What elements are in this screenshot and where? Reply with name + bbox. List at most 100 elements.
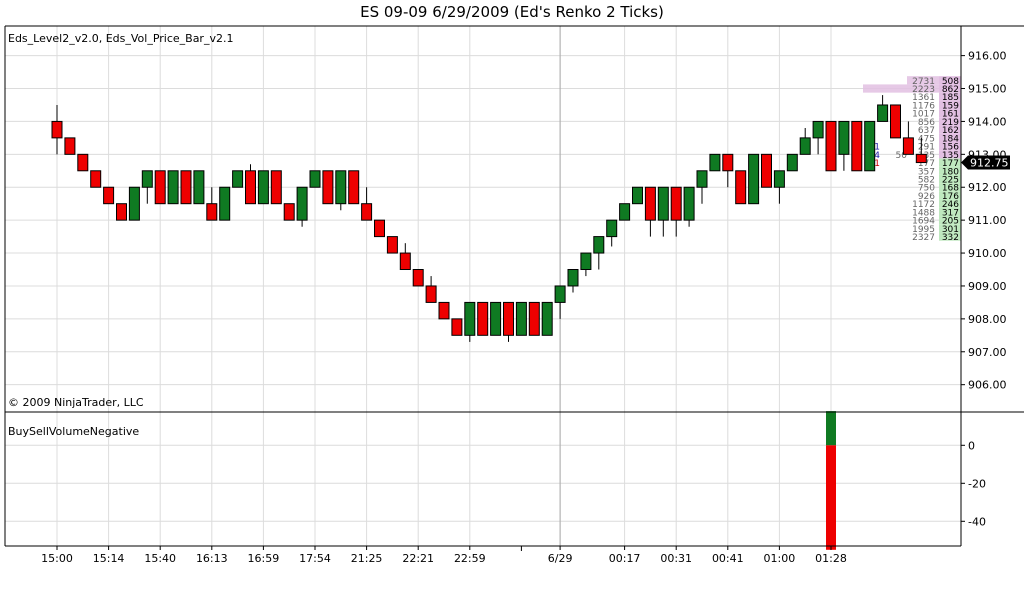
book-bid-volume: 135: [942, 151, 959, 161]
book-bid-cell: [939, 191, 961, 200]
current-price-label: 912.75: [970, 157, 1009, 170]
volume-panel-label: BuySellVolumeNegative: [8, 425, 140, 438]
candle-up: [257, 170, 269, 205]
book-bid-cell: [939, 166, 961, 175]
book-bid-cell: [939, 133, 961, 142]
copyright-label: © 2009 NinjaTrader, LLC: [8, 396, 144, 409]
candle-up: [580, 252, 592, 271]
candle-down: [386, 236, 398, 254]
price-grid: [5, 55, 961, 386]
candle-up: [554, 285, 566, 303]
candle-down: [902, 137, 914, 155]
price-tick-label: 910.00: [968, 247, 1007, 260]
current-price-tag: 912.75: [961, 155, 1010, 170]
candle-down: [722, 153, 734, 172]
candle-down: [503, 301, 514, 336]
book-ask-volume: 357: [918, 167, 935, 177]
candle-up: [464, 301, 476, 336]
price-tick-label: 911.00: [968, 214, 1007, 227]
book-bid-cell: [939, 92, 961, 101]
price-tick-label: 906.00: [968, 379, 1007, 392]
candle-up: [606, 219, 618, 238]
axes: 906.00 907.00 908.00 909.00 910.00 911.00 912.…: [41, 50, 1006, 565]
book-ask-volume: 177: [918, 159, 935, 169]
candle-up: [167, 170, 179, 205]
time-tick-label: 22:21: [402, 552, 434, 565]
candle-up: [786, 153, 798, 172]
candle-up: [773, 170, 785, 188]
book-bid-volume: 317: [942, 208, 959, 218]
book-ask-volume: 637: [918, 126, 935, 136]
book-bid-cell: [939, 232, 961, 241]
candle-down: [761, 153, 772, 188]
book-bid-volume: 246: [942, 200, 959, 210]
price-tick-label: 916.00: [968, 50, 1007, 63]
time-tick-label: 00:41: [712, 552, 744, 565]
candle-up: [541, 301, 553, 336]
book-ask-volume: 582: [918, 176, 935, 186]
book-ask-volume: 2223: [912, 85, 935, 95]
book-ask-volume: 926: [918, 192, 935, 202]
time-tick-label: 01:00: [764, 552, 796, 565]
book-ask-volume: 1995: [912, 225, 935, 235]
print-buy-volume: 1: [874, 143, 880, 153]
book-bid-volume: 301: [942, 225, 959, 235]
volume-grid: [5, 444, 961, 522]
book-ask-volume: 2327: [912, 233, 935, 243]
book-bid-volume: 185: [942, 93, 959, 103]
candle-down: [528, 301, 540, 336]
candle-down: [322, 170, 334, 205]
book-bid-volume: 161: [942, 110, 959, 120]
book-bid-cell: [939, 117, 961, 126]
candle-up: [696, 170, 708, 188]
candle-down: [374, 219, 385, 238]
book-bid-cell: [939, 183, 961, 192]
time-tick-label: 16:13: [196, 552, 228, 565]
book-ask-volume: 1488: [912, 208, 935, 218]
book-ask-bar: [907, 76, 939, 85]
time-tick-label: 15:40: [144, 552, 176, 565]
candle-down: [348, 170, 360, 205]
candle-down: [915, 153, 927, 164]
book-bid-cell: [939, 125, 961, 134]
candle-down: [180, 170, 192, 205]
book-bid-cell: [939, 109, 961, 118]
book-bid-volume: 176: [942, 192, 959, 202]
volume-tick-label: -20: [968, 477, 986, 490]
chart-title: ES 09-09 6/29/2009 (Ed's Renko 2 Ticks): [360, 3, 664, 21]
time-tick-label: 6/29: [548, 552, 573, 565]
candle-down: [116, 203, 127, 221]
candle-down: [154, 170, 166, 205]
candle-up: [683, 186, 695, 221]
book-bid-volume: 168: [942, 184, 959, 194]
time-tick-label: 15:14: [93, 552, 125, 565]
candle-up: [619, 203, 631, 221]
book-bid-cell: [939, 207, 961, 217]
time-tick-label: 01:28: [815, 552, 847, 565]
candle-down: [670, 186, 682, 221]
book-bid-volume: 177: [942, 159, 959, 169]
book-ask-volume: 1017: [912, 110, 935, 120]
book-ask-volume: 291: [918, 143, 935, 153]
book-bid-cell: [939, 199, 961, 208]
book-bid-volume: 184: [942, 134, 959, 144]
book-bid-cell: [939, 174, 961, 184]
candle-up: [657, 186, 669, 221]
book-bid-cell: [939, 84, 961, 93]
time-tick-label: 00:31: [660, 552, 692, 565]
book-bid-cell: [939, 100, 961, 110]
book-bid-volume: 219: [942, 118, 959, 128]
book-ask-volume: 1361: [912, 93, 935, 103]
price-tick-label: 912.00: [968, 181, 1007, 194]
time-tick-label: 00:17: [609, 552, 641, 565]
book-bid-cell: [939, 216, 961, 225]
book-bid-volume: 156: [942, 143, 959, 153]
candle-down: [851, 120, 863, 172]
candle-down: [735, 170, 747, 205]
book-bid-volume: 508: [942, 77, 959, 87]
candle-up: [335, 170, 347, 205]
candle-up: [515, 301, 527, 336]
candle-up: [296, 186, 308, 221]
volume-tick-label: -40: [968, 515, 986, 528]
